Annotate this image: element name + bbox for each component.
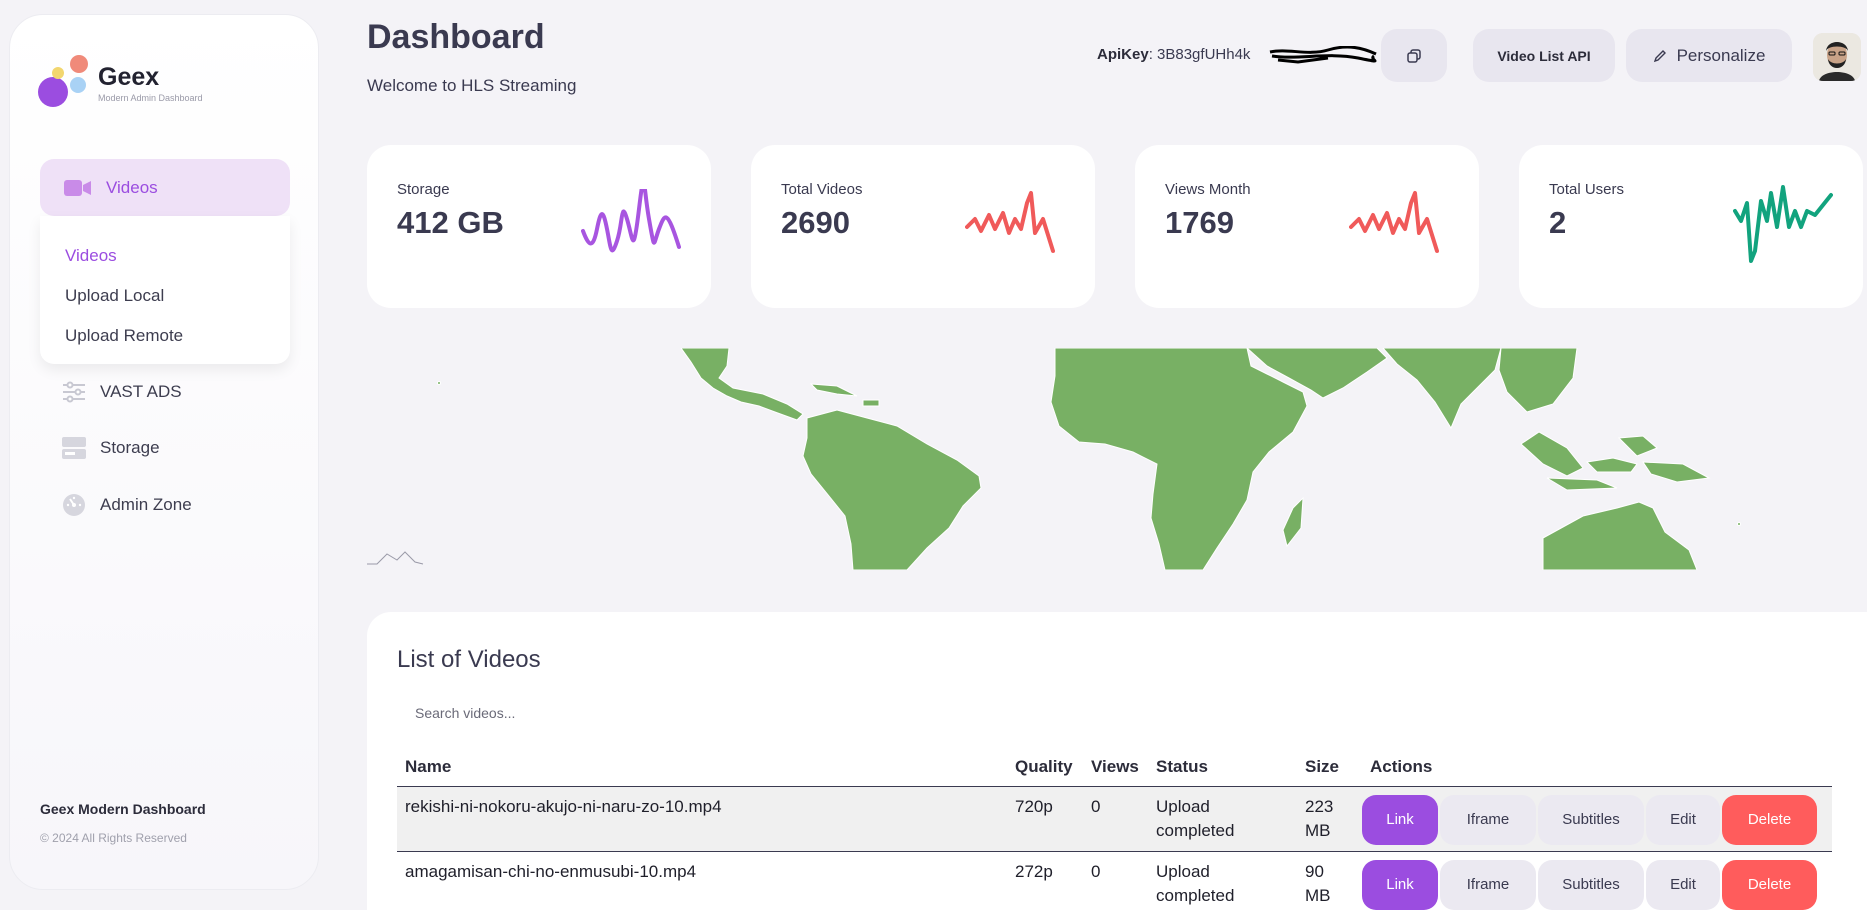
api-key-label: ApiKey bbox=[1097, 46, 1149, 63]
sidebar-footer-title: Geex Modern Dashboard bbox=[40, 801, 206, 817]
search-input[interactable] bbox=[397, 696, 797, 730]
delete-button[interactable]: Delete bbox=[1722, 794, 1817, 845]
map-zoom-control bbox=[367, 551, 424, 565]
brand-title: Geex bbox=[98, 62, 160, 91]
sliders-icon bbox=[63, 381, 85, 403]
sparkline-icon bbox=[965, 191, 1055, 253]
link-button[interactable]: Link bbox=[1362, 794, 1438, 845]
video-views: 0 bbox=[1083, 851, 1148, 910]
video-name: rekishi-ni-nokoru-akujo-ni-naru-zo-10.mp… bbox=[397, 786, 1007, 852]
pencil-icon bbox=[1653, 49, 1666, 62]
submenu-item-videos[interactable]: Videos bbox=[65, 246, 117, 265]
videos-submenu: Videos Upload Local Upload Remote bbox=[40, 216, 290, 364]
video-status: Upload completed bbox=[1148, 851, 1297, 910]
video-size: 223 MB bbox=[1297, 786, 1362, 852]
video-list-title: List of Videos bbox=[397, 646, 541, 673]
brand-logo[interactable]: Geex Modern Admin Dashboard bbox=[38, 55, 203, 111]
edit-button[interactable]: Edit bbox=[1646, 794, 1720, 845]
sidebar-item-label: VAST ADS bbox=[100, 382, 182, 401]
user-avatar-icon bbox=[1813, 33, 1861, 81]
video-camera-icon bbox=[64, 179, 91, 196]
page-subtitle: Welcome to HLS Streaming bbox=[367, 76, 577, 95]
column-header-quality[interactable]: Quality bbox=[1007, 748, 1083, 787]
sidebar-item-admin-zone[interactable]: Admin Zone bbox=[62, 493, 192, 517]
sidebar-footer-copyright: © 2024 All Rights Reserved bbox=[40, 831, 187, 845]
sidebar-item-label: Videos bbox=[106, 177, 158, 197]
link-button[interactable]: Link bbox=[1362, 859, 1438, 910]
subtitles-button[interactable]: Subtitles bbox=[1538, 859, 1644, 910]
sparkline-icon bbox=[581, 189, 681, 253]
stat-label: Total Users bbox=[1549, 181, 1625, 198]
stat-value: 2690 bbox=[781, 205, 850, 240]
gauge-icon bbox=[63, 494, 85, 516]
sidebar-item-videos[interactable]: Videos bbox=[40, 159, 290, 216]
stat-card-storage: Storage 412 GB bbox=[367, 145, 711, 308]
sidebar: Geex Modern Admin Dashboard Videos Video… bbox=[9, 14, 319, 890]
page-title: Dashboard bbox=[367, 18, 545, 56]
table-row: amagamisan-chi-no-enmusubi-10.mp4 272p 0… bbox=[397, 851, 1832, 910]
submenu-item-upload-remote[interactable]: Upload Remote bbox=[65, 326, 184, 345]
stat-card-views-month: Views Month 1769 bbox=[1135, 145, 1479, 308]
stat-label: Views Month bbox=[1165, 181, 1251, 198]
avatar[interactable] bbox=[1813, 33, 1861, 81]
video-views: 0 bbox=[1083, 786, 1148, 852]
copy-icon bbox=[1407, 48, 1421, 63]
column-header-actions: Actions bbox=[1362, 748, 1832, 787]
column-header-size[interactable]: Size bbox=[1297, 748, 1362, 787]
sidebar-item-vast-ads[interactable]: VAST ADS bbox=[62, 381, 182, 403]
stat-value: 2 bbox=[1549, 205, 1567, 240]
video-quality: 272p bbox=[1007, 851, 1083, 910]
video-list-panel: List of Videos Name Quality Views Status… bbox=[367, 612, 1867, 910]
api-key-value: : 3B83gfUHh4k bbox=[1148, 46, 1251, 63]
video-name: amagamisan-chi-no-enmusubi-10.mp4 bbox=[397, 851, 1007, 910]
delete-button[interactable]: Delete bbox=[1722, 859, 1817, 910]
table-row: rekishi-ni-nokoru-akujo-ni-naru-zo-10.mp… bbox=[397, 786, 1832, 852]
redaction-scribble bbox=[1269, 46, 1377, 64]
column-header-name[interactable]: Name bbox=[397, 748, 1007, 787]
world-map bbox=[367, 348, 1741, 570]
video-table: Name Quality Views Status Size Actions r… bbox=[397, 748, 1832, 910]
stat-card-total-videos: Total Videos 2690 bbox=[751, 145, 1095, 308]
sparkline-icon bbox=[1733, 185, 1833, 263]
iframe-button[interactable]: Iframe bbox=[1440, 794, 1536, 845]
row-actions: Link Iframe Subtitles Edit Delete bbox=[1362, 851, 1832, 910]
column-header-status[interactable]: Status bbox=[1148, 748, 1297, 787]
stat-value: 412 GB bbox=[397, 205, 504, 240]
logo-icon bbox=[38, 55, 94, 111]
brand-subtitle: Modern Admin Dashboard bbox=[98, 92, 203, 103]
personalize-label: Personalize bbox=[1676, 45, 1766, 65]
personalize-button[interactable]: Personalize bbox=[1626, 29, 1792, 82]
sparkline-icon bbox=[1349, 191, 1439, 253]
video-status: Upload completed bbox=[1148, 786, 1297, 852]
storage-icon bbox=[62, 437, 86, 459]
stat-label: Total Videos bbox=[781, 181, 863, 198]
edit-button[interactable]: Edit bbox=[1646, 859, 1720, 910]
sidebar-item-storage[interactable]: Storage bbox=[62, 437, 160, 459]
copy-api-key-button[interactable] bbox=[1381, 29, 1447, 82]
subtitles-button[interactable]: Subtitles bbox=[1538, 794, 1644, 845]
iframe-button[interactable]: Iframe bbox=[1440, 859, 1536, 910]
submenu-item-upload-local[interactable]: Upload Local bbox=[65, 286, 165, 305]
video-list-api-button[interactable]: Video List API bbox=[1473, 29, 1615, 82]
column-header-views[interactable]: Views bbox=[1083, 748, 1148, 787]
sidebar-item-label: Storage bbox=[100, 438, 160, 457]
video-size: 90 MB bbox=[1297, 851, 1362, 910]
sidebar-item-label: Admin Zone bbox=[100, 495, 192, 514]
video-quality: 720p bbox=[1007, 786, 1083, 852]
stat-card-total-users: Total Users 2 bbox=[1519, 145, 1863, 308]
api-key: ApiKey: 3B83gfUHh4k bbox=[1097, 46, 1250, 63]
row-actions: Link Iframe Subtitles Edit Delete bbox=[1362, 786, 1832, 852]
stat-label: Storage bbox=[397, 181, 450, 198]
stat-value: 1769 bbox=[1165, 205, 1234, 240]
